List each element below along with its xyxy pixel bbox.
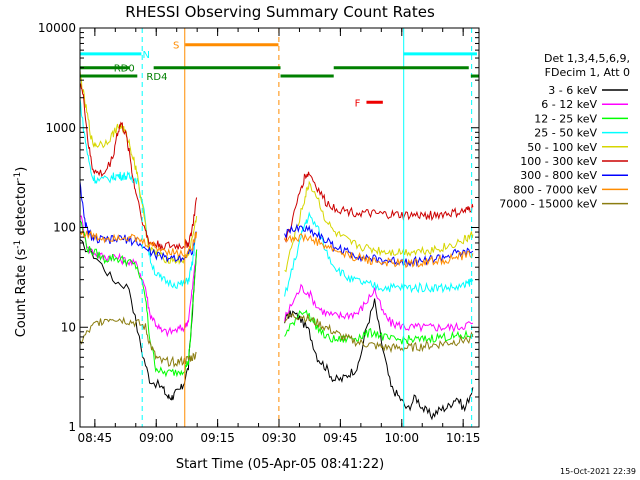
y-tick-label: 100 — [53, 221, 76, 235]
legend-label-6: 300 - 800 keV — [520, 169, 597, 182]
legend-title-line-1: Det 1,3,4,5,6,9, — [544, 52, 630, 65]
plot-background — [80, 28, 479, 427]
series-layer — [79, 70, 474, 421]
series-line-7 — [79, 229, 198, 259]
flag-label-2: S — [173, 41, 179, 52]
x-axis-label: Start Time (05-Apr-05 08:41:22) — [176, 457, 384, 472]
series-line-4 — [284, 180, 474, 273]
y-tick-label: 10 — [61, 320, 76, 334]
series-line-8 — [284, 312, 474, 354]
flag-label-0: N — [143, 50, 150, 61]
x-tick-label: 09:00 — [139, 431, 174, 445]
y-axis-label-mid: detector — [14, 180, 29, 240]
x-tick-label: 09:45 — [323, 431, 358, 445]
legend-label-7: 800 - 7000 keV — [513, 183, 597, 196]
legend-label-2: 12 - 25 keV — [534, 112, 597, 125]
plot-area — [80, 28, 479, 427]
series-line-5 — [80, 83, 198, 251]
flag-label-3: F — [355, 98, 361, 109]
x-tick-label: 09:30 — [262, 431, 297, 445]
axes-layer: 1 10 100 1000 10000 08:45 09:00 09:15 09:30 09:45… — [38, 21, 481, 445]
x-tick-label: 10:00 — [384, 431, 419, 445]
y-axis-label-exp1: -1 — [13, 240, 23, 249]
legend-label-8: 7000 - 15000 keV — [499, 198, 597, 211]
series-line-0 — [79, 239, 198, 401]
series-line-6 — [284, 223, 474, 268]
y-axis-label-start: Count Rate (s — [14, 249, 29, 338]
footer-timestamp: 15-Oct-2021 22:39 — [560, 467, 636, 476]
legend-label-5: 100 - 300 keV — [520, 155, 597, 168]
series-line-1 — [284, 283, 474, 334]
flag-label-5: RD4 — [146, 72, 167, 83]
flag-label-4: RD0 — [114, 64, 135, 75]
series-line-5 — [284, 171, 474, 243]
y-tick-label: 1 — [68, 420, 76, 434]
series-line-2 — [284, 309, 474, 345]
y-tick-label: 1000 — [45, 121, 76, 135]
x-tick-label: 10:15 — [446, 431, 481, 445]
series-line-7 — [284, 232, 474, 269]
legend-title-line-2: FDecim 1, Att 0 — [545, 66, 630, 79]
x-tick-label: 08:45 — [78, 431, 113, 445]
series-line-0 — [284, 298, 474, 421]
chart-title: RHESSI Observing Summary Count Rates — [125, 3, 435, 21]
legend-label-3: 25 - 50 keV — [534, 127, 597, 140]
legend-label-0: 3 - 6 keV — [548, 84, 597, 97]
y-axis-label-end: ) — [14, 167, 29, 172]
y-tick-label: 10000 — [38, 21, 76, 35]
y-axis-label: Count Rate (s-1 detector-1) — [13, 167, 29, 338]
series-line-3 — [79, 99, 198, 290]
legend-label-4: 50 - 100 keV — [527, 141, 597, 154]
legend-label-1: 6 - 12 keV — [541, 98, 597, 111]
series-line-3 — [284, 211, 474, 297]
y-axis-label-exp2: -1 — [13, 172, 23, 181]
x-tick-label: 09:15 — [200, 431, 235, 445]
